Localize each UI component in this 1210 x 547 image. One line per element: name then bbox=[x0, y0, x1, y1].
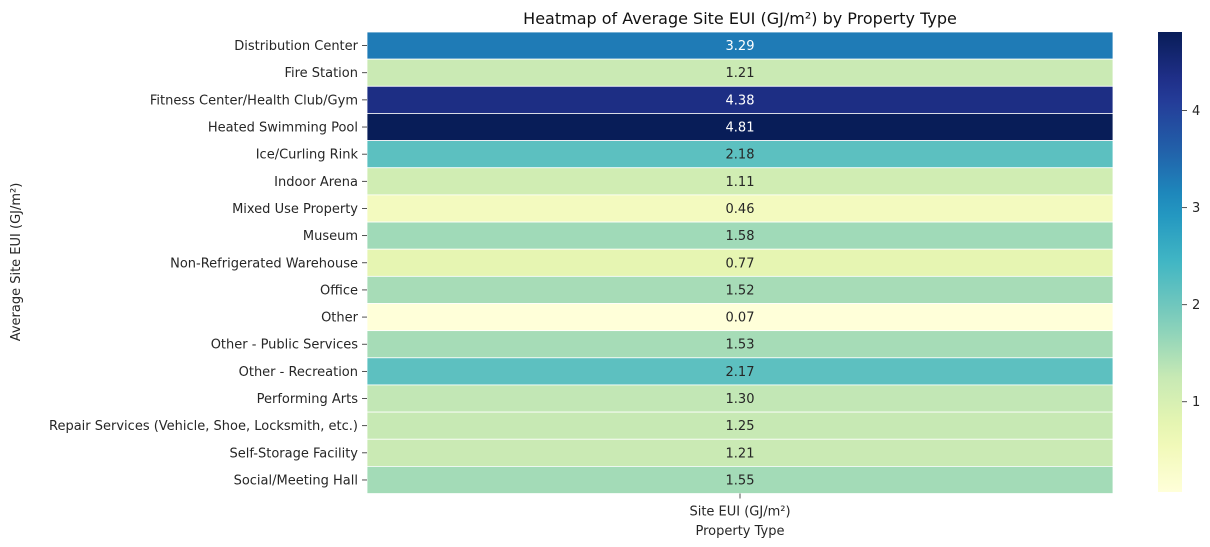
cell-value-label: 2.18 bbox=[726, 148, 755, 163]
colorbar-tick-label: 4 bbox=[1192, 104, 1200, 119]
row-label: Other bbox=[321, 311, 359, 326]
heatmap-cell bbox=[366, 113, 1114, 141]
heatmap-cell bbox=[366, 31, 1114, 60]
chart-title: Heatmap of Average Site EUI (GJ/m²) by P… bbox=[523, 9, 957, 28]
column-label: Site EUI (GJ/m²) bbox=[689, 505, 790, 520]
row-label: Fire Station bbox=[284, 66, 358, 81]
row-label: Self-Storage Facility bbox=[230, 446, 359, 461]
heatmap-cell bbox=[366, 275, 1114, 304]
cell-value-label: 1.11 bbox=[726, 175, 755, 190]
colorbar-tick-label: 2 bbox=[1192, 298, 1200, 313]
row-label: Other - Recreation bbox=[239, 365, 358, 380]
y-axis-label: Average Site EUI (GJ/m²) bbox=[9, 183, 24, 342]
row-label: Social/Meeting Hall bbox=[234, 473, 358, 488]
cell-value-label: 0.07 bbox=[726, 311, 755, 326]
cell-value-label: 2.17 bbox=[726, 365, 755, 380]
heatmap-cell bbox=[366, 58, 1114, 87]
heatmap-cell bbox=[366, 411, 1114, 440]
row-label: Distribution Center bbox=[234, 39, 358, 54]
row-label: Indoor Arena bbox=[274, 175, 358, 190]
row-label: Office bbox=[320, 283, 358, 298]
cell-value-label: 1.55 bbox=[726, 473, 755, 488]
cell-value-label: 1.52 bbox=[726, 283, 755, 298]
cell-value-label: 1.21 bbox=[726, 66, 755, 81]
cell-value-label: 3.29 bbox=[726, 39, 755, 54]
heatmap-cell bbox=[366, 167, 1114, 196]
x-axis-label: Property Type bbox=[695, 524, 784, 539]
colorbar-tick-label: 3 bbox=[1192, 201, 1200, 216]
cell-value-label: 1.25 bbox=[726, 419, 755, 434]
row-labels: Distribution Center Fire Station Fitness C… bbox=[49, 39, 367, 488]
cell-value-label: 4.38 bbox=[726, 93, 755, 108]
row-label: Heated Swimming Pool bbox=[208, 121, 358, 136]
colorbar-ticks: 1 2 3 4 bbox=[1182, 104, 1200, 410]
row-label: Non-Refrigerated Warehouse bbox=[170, 256, 358, 271]
heatmap-cells: 3.29 1.21 4.38 4.81 2.18 1.11 0.46 1.58 0.77 1.52… bbox=[366, 31, 1114, 494]
heatmap-cell bbox=[366, 384, 1114, 413]
row-label: Other - Public Services bbox=[211, 338, 359, 353]
row-label: Fitness Center/Health Club/Gym bbox=[150, 93, 358, 108]
row-label: Performing Arts bbox=[257, 392, 359, 407]
cell-value-label: 4.81 bbox=[726, 121, 755, 136]
cell-value-label: 0.77 bbox=[726, 256, 755, 271]
colorbar-tick-label: 1 bbox=[1192, 395, 1200, 410]
column-labels: Site EUI (GJ/m²) bbox=[689, 493, 791, 520]
heatmap-cell bbox=[366, 303, 1114, 332]
heatmap-cell bbox=[366, 330, 1114, 359]
cell-value-label: 1.30 bbox=[726, 392, 755, 407]
row-label: Mixed Use Property bbox=[232, 202, 358, 217]
cell-value-label: 0.46 bbox=[726, 202, 755, 217]
cell-value-label: 1.58 bbox=[726, 229, 755, 244]
row-label: Museum bbox=[303, 229, 358, 244]
cell-value-label: 1.21 bbox=[726, 446, 755, 461]
colorbar bbox=[1158, 32, 1182, 492]
cell-value-label: 1.53 bbox=[726, 338, 755, 353]
row-label: Repair Services (Vehicle, Shoe, Locksmit… bbox=[49, 419, 358, 434]
heatmap-cell bbox=[366, 85, 1114, 114]
row-label: Ice/Curling Rink bbox=[256, 148, 359, 163]
